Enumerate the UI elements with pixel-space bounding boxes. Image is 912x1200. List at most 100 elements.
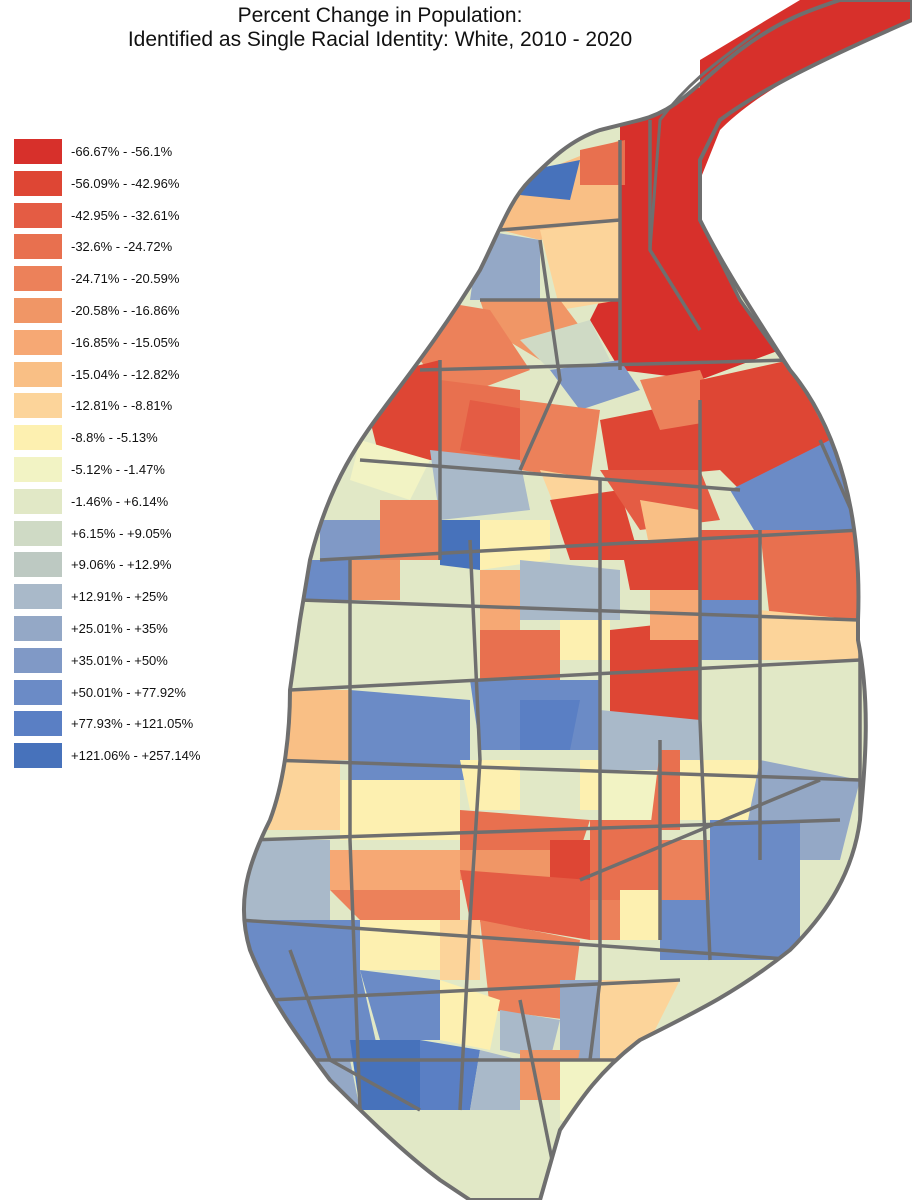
legend-label: -24.71% - -20.59% [71, 271, 180, 287]
region-um-10 [430, 450, 530, 520]
region-s-16 [470, 1050, 520, 1110]
legend-swatch [14, 202, 62, 228]
region-l-8 [710, 820, 800, 960]
legend-label: -56.09% - -42.96% [71, 175, 180, 191]
region-s-11 [560, 980, 600, 1060]
map-title-line-2: Identified as Single Racial Identity: Wh… [127, 28, 633, 51]
legend-label: +35.01% - +50% [71, 652, 168, 668]
region-m-6 [700, 660, 860, 780]
region-l-7 [660, 840, 710, 900]
legend-swatch [14, 647, 62, 673]
region-um-3 [460, 400, 530, 460]
region-l-13 [660, 900, 710, 960]
legend-swatch [14, 456, 62, 482]
region-w-1 [320, 520, 380, 560]
region-m-2 [350, 690, 470, 780]
region-um-4 [520, 400, 600, 480]
boundary-line [458, 539, 482, 1111]
region-north-8 [420, 300, 530, 400]
legend-label: -1.46% - +6.14% [71, 493, 169, 509]
legend-swatch [14, 615, 62, 641]
region-l-2 [330, 850, 460, 890]
region-c-4 [620, 540, 700, 590]
region-m-10 [520, 760, 580, 810]
region-l-1 [243, 840, 330, 920]
region-c-6 [760, 530, 860, 620]
legend-label: +77.93% - +121.05% [71, 716, 194, 732]
region-w-8 [480, 570, 520, 630]
legend-label: +9.06% - +12.9% [71, 557, 172, 573]
boundary-line [319, 528, 861, 562]
region-w-2 [380, 500, 440, 560]
boundary-line [579, 778, 821, 882]
legend-swatch [14, 170, 62, 196]
region-s-2 [360, 920, 440, 970]
legend-label: -42.95% - -32.61% [71, 207, 180, 223]
boundary-line [243, 918, 801, 962]
river-channel [700, 0, 912, 180]
region-c-3 [640, 500, 700, 550]
region-w-10 [300, 600, 470, 690]
boundary-line [288, 949, 421, 1112]
region-north-9 [550, 360, 640, 410]
legend-swatch [14, 139, 62, 164]
legend-swatch [14, 297, 62, 323]
legend-swatch [14, 329, 62, 355]
legend-swatch [14, 488, 62, 514]
legend-label: -12.81% - -8.81% [71, 398, 173, 414]
boundary-line [299, 598, 861, 622]
legend-label: -66.67% - -56.1% [71, 144, 173, 159]
region-um-8 [730, 440, 860, 540]
region-s-14 [420, 1040, 480, 1110]
region-c-10 [760, 610, 860, 660]
region-l-12 [620, 890, 660, 940]
legend-label: -32.6% - -24.72% [71, 239, 173, 255]
region-s-17 [440, 1110, 540, 1200]
legend-swatch [14, 266, 62, 292]
region-m-11 [600, 770, 660, 820]
region-m-8 [340, 780, 460, 840]
boundary-line [289, 658, 861, 692]
legend-label: -16.85% - -15.05% [71, 334, 180, 350]
legend-swatch [14, 393, 62, 419]
region-um-9 [350, 440, 430, 500]
region-m-4 [520, 700, 580, 750]
region-l-9 [330, 890, 460, 920]
region-s-13 [350, 1040, 420, 1110]
legend-label: -20.58% - -16.86% [71, 302, 180, 318]
region-m-12 [650, 750, 680, 830]
region-l-11 [590, 900, 620, 940]
legend-label: +12.91% - +25% [71, 589, 168, 605]
legend-swatch [14, 234, 62, 260]
legend-label: -8.8% - -5.13% [71, 430, 158, 446]
region-c-5 [700, 530, 760, 600]
region-north-5 [540, 220, 620, 310]
legend-swatch [14, 552, 62, 578]
boundary-line [359, 458, 741, 492]
region-w-7 [400, 560, 480, 610]
region-s-10 [500, 1010, 560, 1060]
region-s-6 [590, 980, 680, 1060]
region-w-11 [480, 630, 560, 680]
legend-label: -5.12% - -1.47% [71, 461, 165, 477]
region-north-3 [580, 140, 625, 185]
boundary-line [348, 560, 362, 1111]
legend-label: +121.06% - +257.14% [71, 748, 201, 764]
region-w-5 [300, 560, 350, 600]
region-s-4 [480, 920, 580, 1020]
boundary-line [499, 218, 621, 232]
legend-swatch [14, 679, 62, 705]
region-s-8 [360, 970, 440, 1040]
legend-swatch [14, 425, 62, 451]
boundary-line [698, 400, 712, 961]
river-channel-line [648, 28, 761, 251]
region-w-4 [480, 520, 550, 570]
legend-swatch [14, 361, 62, 387]
boundary-line [588, 480, 602, 1061]
region-w-3 [440, 520, 480, 570]
legend-label: -15.04% - -12.82% [71, 366, 180, 382]
region-w-6 [350, 560, 400, 600]
region-w-9 [520, 560, 620, 620]
